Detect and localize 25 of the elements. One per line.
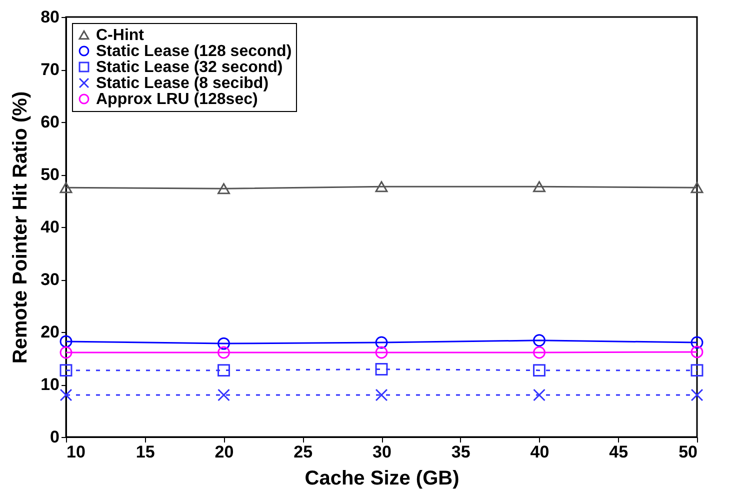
x-tick-label: 15 [136, 442, 155, 462]
y-tick-label: 80 [40, 8, 60, 26]
y-tick-label: 0 [50, 428, 60, 446]
legend-label: Approx LRU (128sec) [96, 91, 258, 108]
y-tick-label: 10 [40, 375, 60, 394]
y-tick-label: 40 [40, 218, 60, 236]
x-tick-label: 25 [294, 442, 313, 462]
x-axis-title: Cache Size (GB) [304, 468, 460, 490]
legend-label: Static Lease (32 second) [96, 59, 283, 76]
y-tick-label: 70 [40, 60, 60, 79]
x-tick-label: 35 [451, 442, 470, 462]
y-tick-label: 20 [40, 322, 60, 342]
y-tick-label: 60 [40, 112, 60, 132]
x-tick-label: 45 [609, 442, 628, 462]
y-axis-title: Remote Pointer Hit Ratio (%) [10, 91, 32, 364]
x-tick-label: 50 [678, 442, 698, 462]
x-tick-label: 20 [214, 442, 234, 462]
y-tick-label: 30 [40, 270, 60, 289]
x-tick-label: 40 [530, 442, 550, 462]
x-tick-label: 10 [66, 442, 86, 462]
legend-label: Static Lease (128 second) [96, 43, 292, 60]
y-tick-label: 50 [40, 165, 60, 184]
legend-label: Static Lease (8 secibd) [96, 75, 269, 92]
x-tick-label: 30 [372, 442, 392, 462]
legend-label: C-Hint [96, 27, 145, 44]
